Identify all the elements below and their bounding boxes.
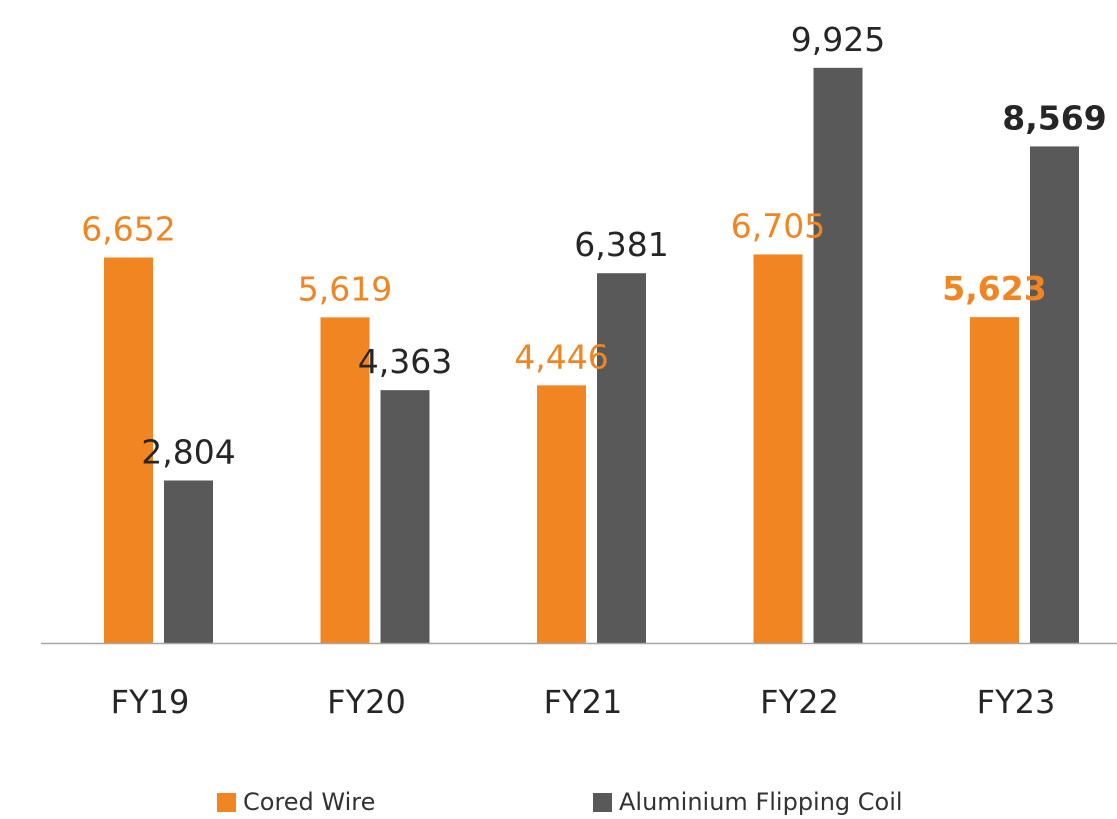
bar-cored-wire-fy21 — [537, 385, 586, 643]
x-tick-labels-group: FY19 FY20 FY21 FY22 FY23 — [111, 683, 1056, 721]
bar-cored-wire-fy20 — [320, 317, 370, 643]
x-tick-label-fy19: FY19 — [111, 683, 190, 721]
bar-cored-wire-fy23 — [970, 317, 1019, 643]
data-label-aluminium-flipping-coil-fy22: 9,925 — [791, 20, 885, 59]
data-label-cored-wire-fy19: 6,652 — [81, 210, 175, 249]
data-label-cored-wire-fy22: 6,705 — [731, 206, 825, 245]
data-label-aluminium-flipping-coil-fy19: 2,804 — [141, 433, 235, 472]
legend: Cored Wire Aluminium Flipping Coil — [0, 788, 1117, 818]
bar-chart-svg: 6,652 2,804 5,619 4,363 4,446 6,381 6,705 9,925… — [41, 20, 1117, 721]
data-label-aluminium-flipping-coil-fy20: 4,363 — [358, 342, 452, 381]
bar-aluminium-flipping-coil-fy22 — [813, 67, 863, 643]
legend-label-aluminium-flipping-coil: Aluminium Flipping Coil — [619, 788, 903, 816]
legend-swatch-aluminium-flipping-coil — [593, 792, 612, 812]
data-label-cored-wire-fy21: 4,446 — [514, 337, 608, 376]
data-label-cored-wire-fy20: 5,619 — [298, 269, 392, 308]
legend-item-cored-wire: Cored Wire — [217, 788, 375, 816]
bar-cored-wire-fy19 — [104, 257, 153, 643]
bar-aluminium-flipping-coil-fy19 — [164, 480, 213, 643]
x-tick-label-fy23: FY23 — [977, 683, 1056, 721]
x-tick-label-fy21: FY21 — [544, 683, 623, 721]
legend-item-aluminium-flipping-coil: Aluminium Flipping Coil — [593, 788, 903, 816]
legend-swatch-cored-wire — [217, 792, 236, 812]
bars-group — [104, 67, 1079, 643]
bar-aluminium-flipping-coil-fy23 — [1030, 146, 1079, 643]
bar-aluminium-flipping-coil-fy20 — [380, 390, 430, 643]
x-tick-label-fy20: FY20 — [327, 683, 406, 721]
data-label-aluminium-flipping-coil-fy23: 8,569 — [1002, 98, 1106, 137]
bar-aluminium-flipping-coil-fy21 — [597, 273, 646, 643]
bar-cored-wire-fy22 — [753, 254, 803, 643]
data-labels-group: 6,652 2,804 5,619 4,363 4,446 6,381 6,705 9,925… — [81, 20, 1106, 472]
legend-label-cored-wire: Cored Wire — [243, 788, 376, 816]
data-label-cored-wire-fy23: 5,623 — [942, 269, 1046, 308]
data-label-aluminium-flipping-coil-fy21: 6,381 — [574, 225, 668, 264]
x-tick-label-fy22: FY22 — [760, 683, 839, 721]
